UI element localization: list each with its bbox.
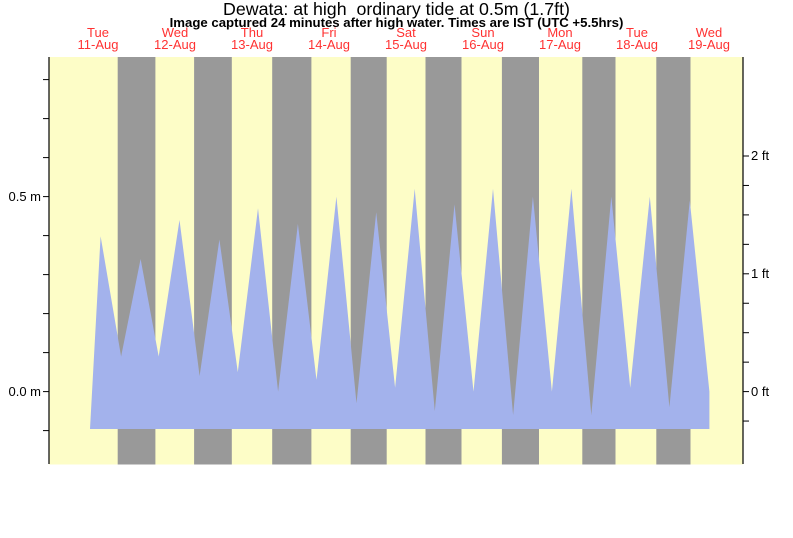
svg-text:16-Aug: 16-Aug bbox=[462, 37, 504, 52]
svg-text:0 ft: 0 ft bbox=[751, 384, 769, 399]
svg-text:19-Aug: 19-Aug bbox=[688, 37, 730, 52]
svg-text:1 ft: 1 ft bbox=[751, 266, 769, 281]
svg-text:11-Aug: 11-Aug bbox=[78, 37, 119, 52]
svg-text:0.0 m: 0.0 m bbox=[8, 384, 41, 399]
svg-text:12-Aug: 12-Aug bbox=[154, 37, 196, 52]
svg-text:14-Aug: 14-Aug bbox=[308, 37, 350, 52]
svg-text:13-Aug: 13-Aug bbox=[231, 37, 273, 52]
svg-text:18-Aug: 18-Aug bbox=[616, 37, 658, 52]
svg-text:0.5 m: 0.5 m bbox=[8, 189, 41, 204]
svg-text:17-Aug: 17-Aug bbox=[539, 37, 581, 52]
svg-text:15-Aug: 15-Aug bbox=[385, 37, 427, 52]
svg-text:2 ft: 2 ft bbox=[751, 148, 769, 163]
